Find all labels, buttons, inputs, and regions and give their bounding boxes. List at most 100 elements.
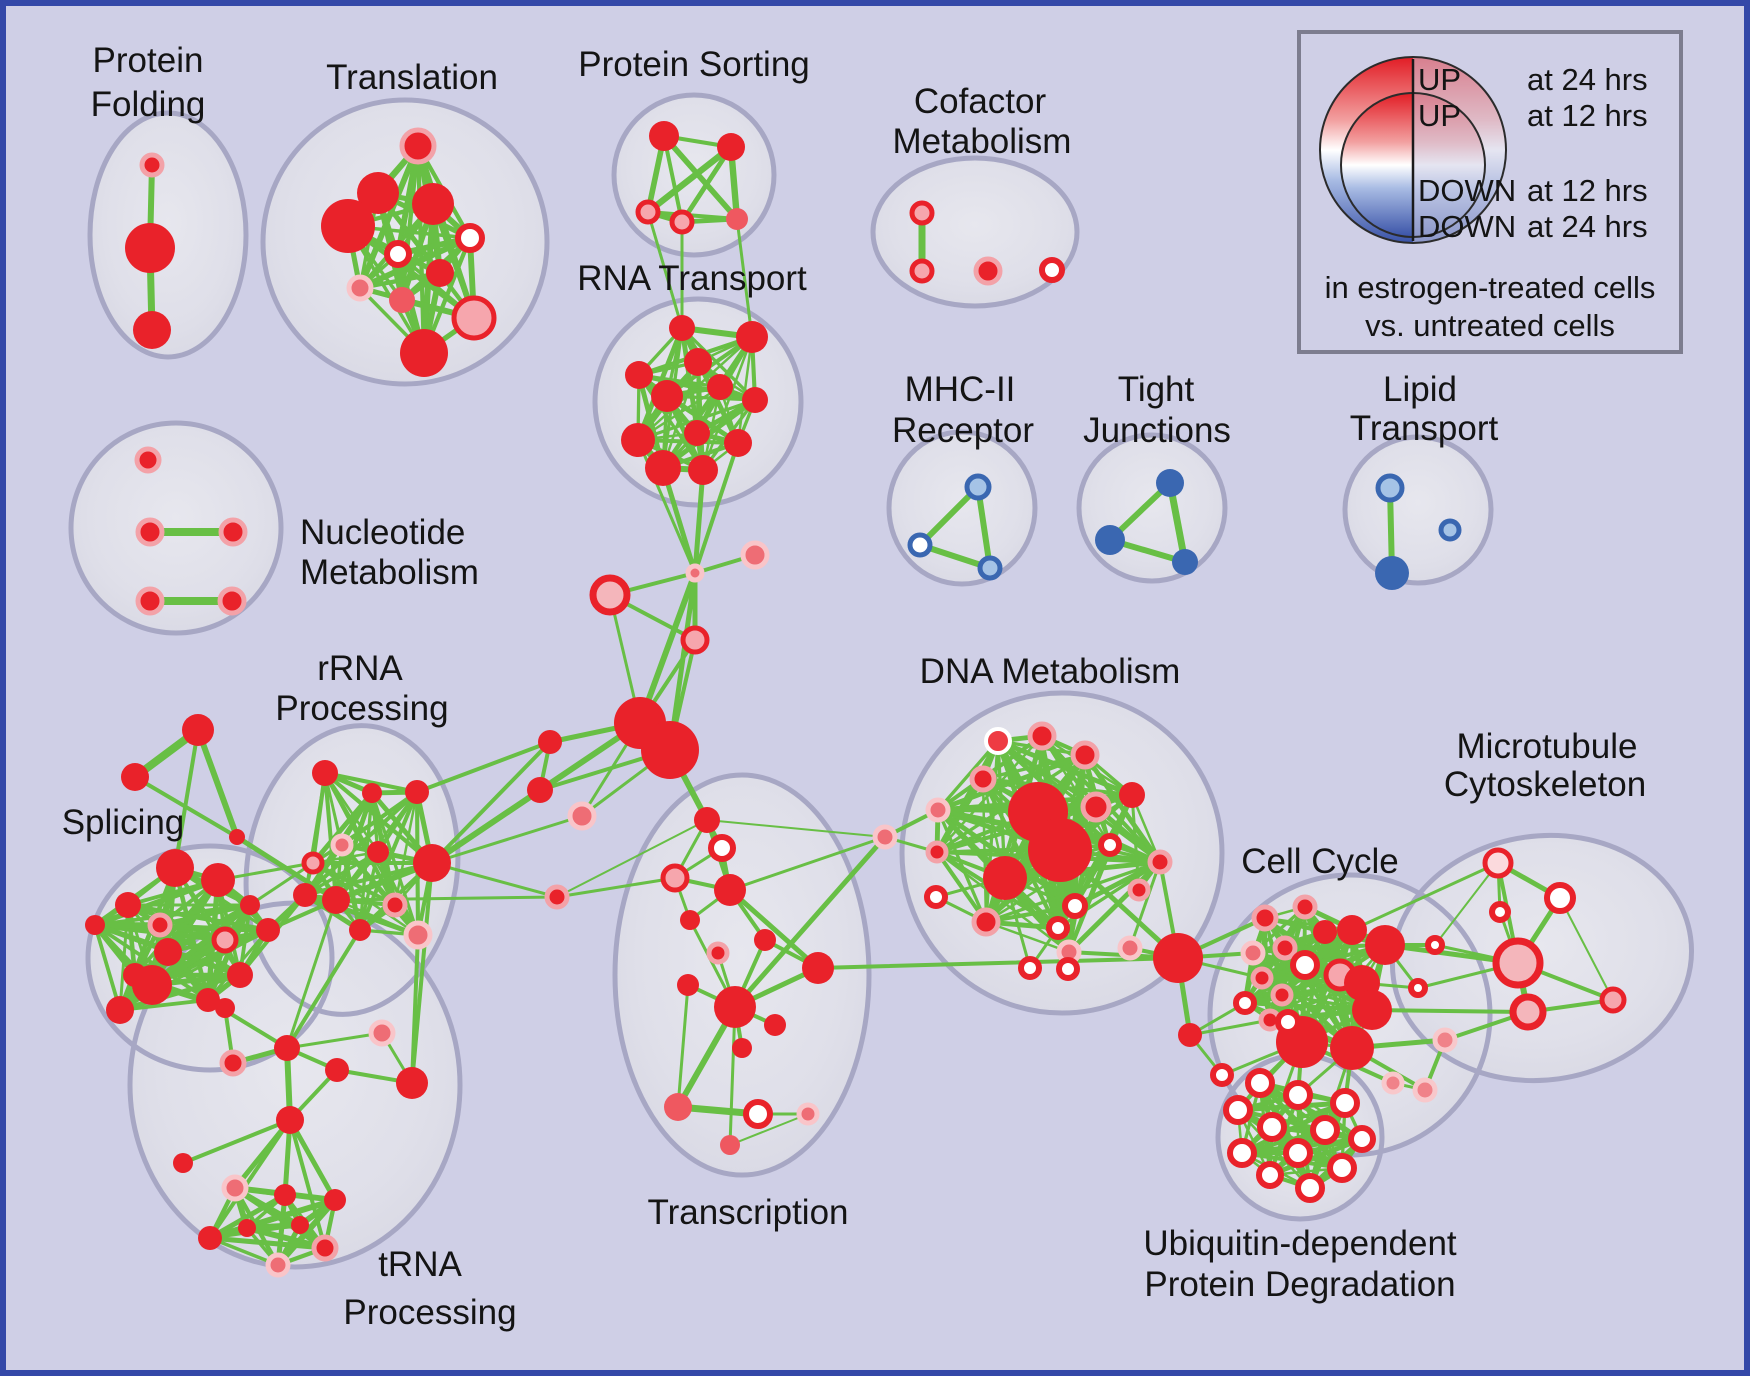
network-node (217, 586, 247, 616)
cluster-border-microtubule-cytoskeleton (1389, 832, 1695, 1084)
network-node (688, 455, 718, 485)
cluster-label: Processing (343, 1293, 516, 1332)
network-node (325, 1058, 349, 1082)
network-node (714, 986, 756, 1028)
network-node (412, 183, 454, 225)
network-node (1119, 782, 1145, 808)
network-node (1098, 833, 1122, 857)
network-node (680, 910, 700, 930)
network-edge (692, 467, 706, 576)
network-node (796, 1102, 820, 1126)
network-node (405, 780, 429, 804)
network-node (1330, 1026, 1374, 1070)
network-node (133, 311, 171, 349)
network-node (1178, 1023, 1202, 1047)
network-node (311, 1234, 339, 1262)
network-edge (195, 727, 240, 840)
network-node (736, 321, 768, 353)
network-node (219, 1049, 247, 1077)
network-edge (288, 1118, 327, 1250)
network-node (1352, 990, 1392, 1030)
network-node (1408, 978, 1428, 998)
network-edge (430, 861, 559, 899)
network-node (1337, 915, 1367, 945)
network-node (1039, 257, 1065, 283)
network-node (1027, 721, 1057, 751)
network-node (426, 259, 454, 287)
network-node (276, 1106, 304, 1134)
network-edge (244, 1197, 338, 1231)
network-node (1492, 937, 1544, 989)
network-node (1256, 1161, 1284, 1189)
network-edge (322, 770, 420, 795)
network-node (135, 517, 165, 547)
network-edge (727, 887, 821, 971)
network-node (201, 863, 235, 897)
network-edge (660, 465, 698, 576)
network-node (198, 1226, 222, 1250)
cluster-border-nucleotide-metabolism (68, 420, 284, 636)
network-edge (303, 771, 327, 897)
network-node (714, 874, 746, 906)
network-edge (728, 1005, 737, 1147)
network-edge (1128, 860, 1162, 950)
cluster-label: Cytoskeleton (1444, 765, 1646, 804)
network-node (368, 1019, 396, 1047)
legend-direction-label: UP (1418, 62, 1461, 97)
network-node (211, 926, 239, 954)
network-node (740, 540, 770, 570)
network-node (1425, 935, 1445, 955)
network-node (301, 851, 325, 875)
cluster-border-protein-sorting (611, 92, 777, 258)
network-node (984, 727, 1012, 755)
network-node (973, 256, 1003, 286)
cluster-label: Metabolism (300, 553, 479, 592)
cluster-label: Transport (1350, 409, 1499, 448)
cluster-border-mhc-ii-receptor (886, 429, 1038, 587)
cluster-label: Protein Sorting (578, 45, 810, 84)
network-node (1295, 1173, 1325, 1203)
network-node (754, 929, 776, 951)
network-node (1070, 740, 1100, 770)
network-node (924, 885, 948, 909)
cluster-label: DNA Metabolism (920, 652, 1181, 691)
network-edge (701, 335, 754, 472)
network-node (983, 856, 1027, 900)
network-edge (92, 877, 221, 928)
network-node (1250, 966, 1274, 990)
network-node (1245, 1068, 1275, 1098)
network-node (265, 1252, 291, 1278)
network-edge (728, 835, 887, 892)
network-node (726, 208, 748, 230)
network-edge (1188, 1018, 1272, 1037)
network-node (1018, 956, 1042, 980)
network-node (685, 563, 705, 583)
legend-time-label: at 24 hrs (1527, 62, 1648, 97)
network-node (139, 152, 165, 178)
network-edge (1559, 897, 1614, 1001)
network-node (684, 420, 710, 446)
network-node (1365, 925, 1405, 965)
cluster-label: Receptor (892, 411, 1034, 450)
cluster-border-tight-junctions (1076, 432, 1228, 584)
network-node (403, 920, 433, 950)
network-node (396, 1067, 428, 1099)
network-node (357, 172, 399, 214)
network-edge (706, 819, 886, 838)
network-node (909, 258, 935, 284)
network-edge (679, 144, 734, 225)
network-edge (735, 217, 754, 339)
network-node (635, 199, 661, 225)
network-node (1028, 818, 1092, 882)
network-node (1272, 935, 1298, 961)
network-node (215, 998, 235, 1018)
network-node (1210, 1063, 1234, 1087)
legend-direction-label: DOWN (1418, 173, 1516, 208)
network-node (1062, 893, 1088, 919)
network-edge (207, 1192, 288, 1241)
network-node (625, 361, 653, 389)
network-edge (983, 903, 1078, 925)
network-edge (181, 1118, 292, 1165)
network-node (125, 223, 175, 273)
network-edge (430, 814, 584, 865)
